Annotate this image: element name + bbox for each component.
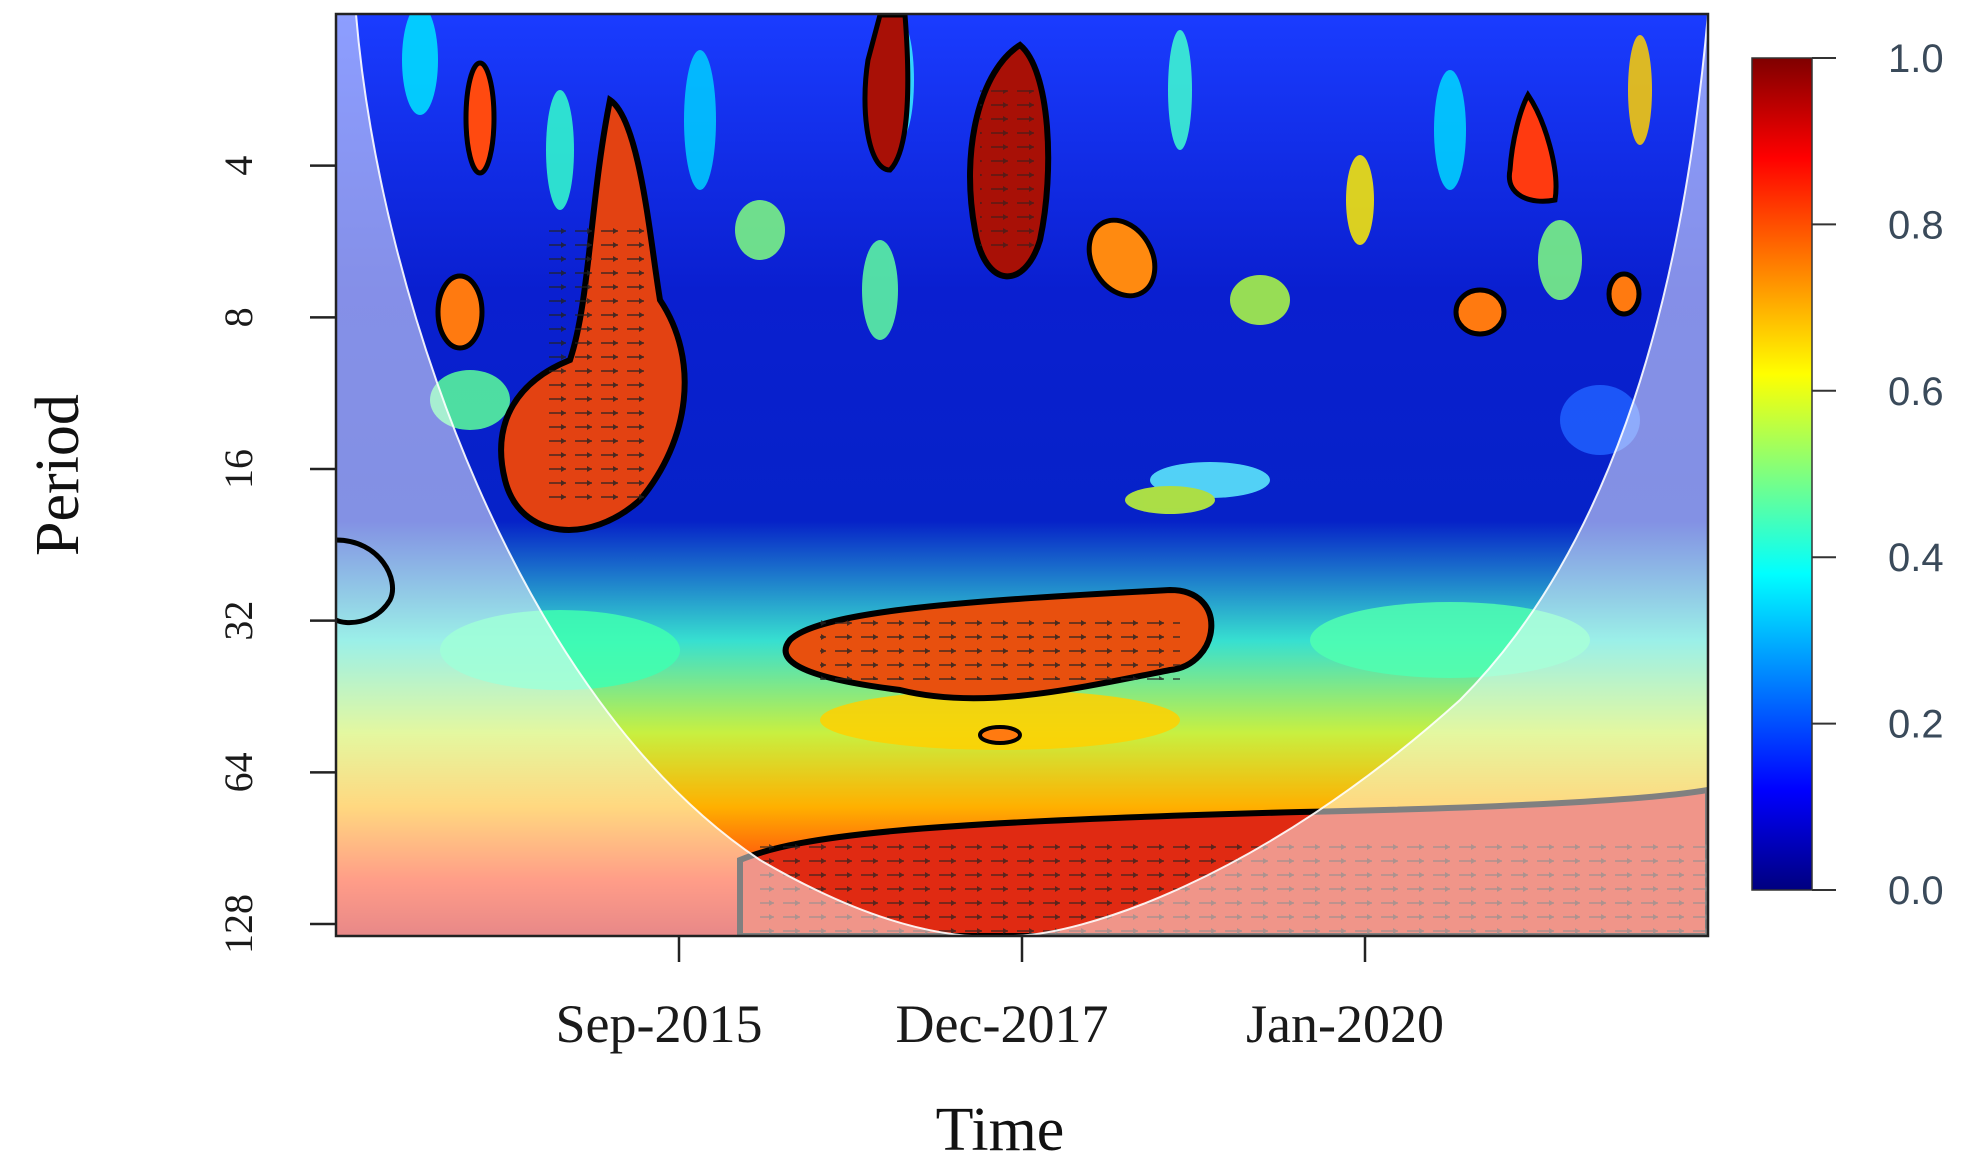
colorbar-ticks: 0.0 0.2 0.4 0.6 0.8 1.0 xyxy=(1812,37,1944,913)
y-axis-title: Period xyxy=(24,394,92,556)
colorbar-tick-label: 0.6 xyxy=(1888,370,1944,414)
cone-of-influence xyxy=(336,14,1708,936)
y-tick-label: 16 xyxy=(216,449,261,489)
colorbar-tick-label: 0.0 xyxy=(1888,869,1944,913)
colorbar-tick-label: 0.8 xyxy=(1888,203,1944,247)
region-small-dot xyxy=(978,725,1022,745)
colorbar-tick-label: 1.0 xyxy=(1888,37,1944,81)
y-tick-label: 4 xyxy=(216,156,261,176)
region-top-spike-1 xyxy=(862,14,911,173)
x-tick-label: Jan-2020 xyxy=(1246,994,1444,1054)
colorbar-gradient xyxy=(1751,57,1813,891)
y-tick-label: 32 xyxy=(216,601,261,641)
y-tick-label: 64 xyxy=(216,752,261,792)
region-blob-right-2 xyxy=(1606,271,1642,317)
y-tick-label: 128 xyxy=(216,894,261,954)
region-blob-right-1 xyxy=(1453,287,1507,337)
colorbar-tick-label: 0.4 xyxy=(1888,536,1944,580)
left-edge-contour xyxy=(336,537,396,626)
colorbar-tick-label: 0.2 xyxy=(1888,703,1944,747)
y-tick-label: 8 xyxy=(216,307,261,327)
region-spike-right xyxy=(1506,90,1559,204)
x-axis: Sep-2015 Dec-2017 Jan-2020 xyxy=(556,936,1444,1054)
plot-area xyxy=(336,14,1708,936)
region-blob-left xyxy=(435,273,485,351)
x-tick-label: Sep-2015 xyxy=(556,994,763,1054)
x-axis-title: Time xyxy=(936,1096,1065,1164)
y-axis: 4 8 16 32 64 128 xyxy=(216,156,336,954)
region-blob-upper-left xyxy=(463,60,497,176)
x-tick-label: Dec-2017 xyxy=(896,994,1109,1054)
region-blob-center xyxy=(1086,217,1158,299)
colorbar: 0.0 0.2 0.4 0.6 0.8 1.0 xyxy=(1751,37,1944,913)
